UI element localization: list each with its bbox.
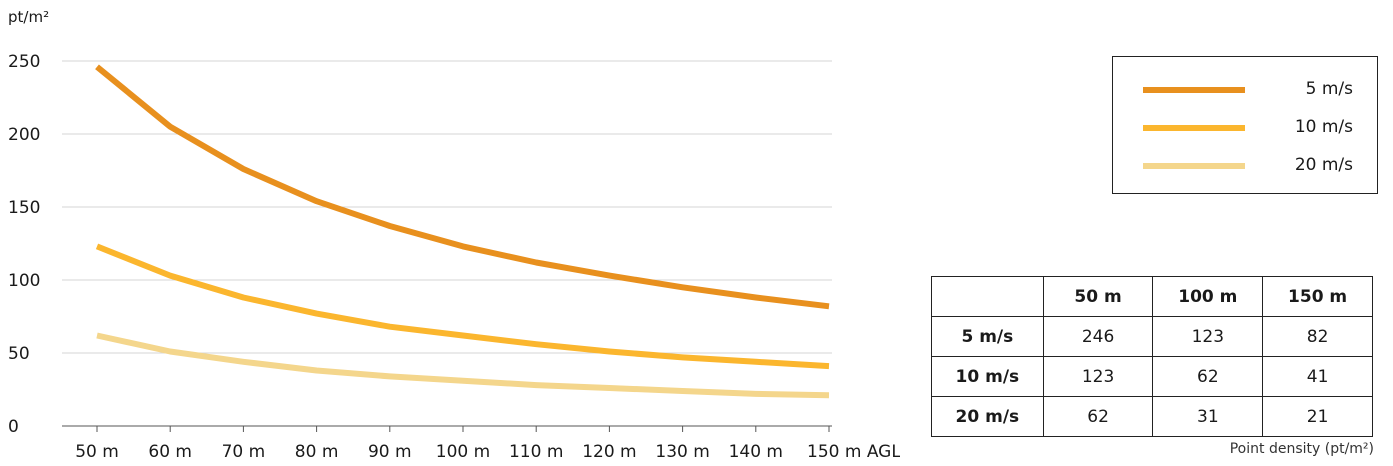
series-line-10ms xyxy=(95,243,830,370)
y-tick-label: 150 xyxy=(8,198,40,218)
table-row: 10 m/s 123 62 41 xyxy=(931,356,1373,397)
x-tick-label: 50 m xyxy=(75,442,119,462)
table-cell: 62 xyxy=(1042,396,1154,437)
table-cell: 41 xyxy=(1262,356,1373,397)
table-cell: 21 xyxy=(1262,396,1373,437)
y-tick-label: 100 xyxy=(8,271,40,291)
x-tick-label: 150 m AGL xyxy=(807,442,900,462)
legend-swatch-20ms xyxy=(1143,163,1245,169)
legend-label-10ms: 10 m/s xyxy=(1294,117,1353,137)
table-header-row: 50 m 100 m 150 m xyxy=(931,276,1373,317)
table-cell: 246 xyxy=(1042,316,1154,357)
legend-label-5ms: 5 m/s xyxy=(1305,79,1353,99)
table-cell: 123 xyxy=(1042,356,1154,397)
line-chart: pt/m² 0 50 100 150 200 250 50 m 60 m 70 m 80 m 90 m… xyxy=(8,8,900,462)
series-line-20ms xyxy=(96,332,830,399)
table-row-label: 20 m/s xyxy=(931,396,1044,437)
y-tick-label: 200 xyxy=(8,125,40,145)
table-row: 20 m/s 62 31 21 xyxy=(931,396,1373,437)
table-header-cell: 50 m xyxy=(1042,276,1154,317)
x-tick-label: 140 m xyxy=(729,442,783,462)
x-tick-label: 70 m xyxy=(222,442,266,462)
x-tick-label: 90 m xyxy=(368,442,412,462)
table-row: 5 m/s 246 123 82 xyxy=(931,316,1373,357)
legend-item-20ms: 20 m/s xyxy=(1143,153,1353,177)
x-tick-label: 60 m xyxy=(148,442,192,462)
x-tick-label: 120 m xyxy=(582,442,636,462)
legend-swatch-5ms xyxy=(1143,87,1245,93)
legend-item-5ms: 5 m/s xyxy=(1143,77,1353,101)
table-header-cell: 150 m xyxy=(1262,276,1373,317)
table-cell: 82 xyxy=(1262,316,1373,357)
table-cell: 123 xyxy=(1152,316,1264,357)
x-tick-label: 100 m xyxy=(436,442,490,462)
series-line-5ms xyxy=(95,64,830,310)
y-tick-label: 50 xyxy=(8,344,30,364)
legend-label-20ms: 20 m/s xyxy=(1294,155,1353,175)
table-caption: Point density (pt/m²) xyxy=(1229,441,1374,457)
table-cell: 62 xyxy=(1152,356,1264,397)
y-axis-unit-label: pt/m² xyxy=(8,8,49,26)
y-tick-label: 250 xyxy=(8,52,40,72)
table-cell: 31 xyxy=(1152,396,1264,437)
table-row-label: 10 m/s xyxy=(931,356,1044,397)
x-tick-label: 130 m xyxy=(655,442,709,462)
point-density-table: 50 m 100 m 150 m 5 m/s 246 123 82 10 m/s… xyxy=(931,276,1373,437)
x-tick-label: 110 m xyxy=(509,442,563,462)
table-row-label: 5 m/s xyxy=(931,316,1044,357)
x-tick-label: 80 m xyxy=(295,442,339,462)
table-header-cell xyxy=(931,276,1044,317)
legend-swatch-10ms xyxy=(1143,125,1245,131)
y-tick-label: 0 xyxy=(8,417,19,437)
chart-legend: 5 m/s 10 m/s 20 m/s xyxy=(1112,56,1378,194)
table-header-cell: 100 m xyxy=(1152,276,1264,317)
legend-item-10ms: 10 m/s xyxy=(1143,115,1353,139)
